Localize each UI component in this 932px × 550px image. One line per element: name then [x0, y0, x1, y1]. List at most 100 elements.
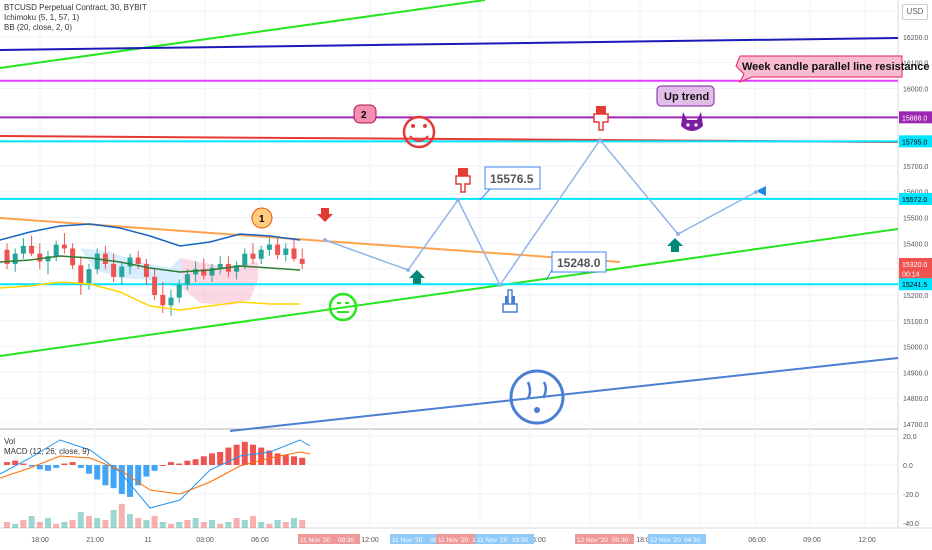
- time-highlight-label: 12 Nov '20: [650, 537, 681, 544]
- candle-body: [266, 244, 272, 250]
- macd-histogram-bar: [241, 441, 248, 465]
- volume-bar: [192, 518, 199, 528]
- candle-body: [111, 263, 117, 277]
- time-highlight-label: 11 Nov '20: [300, 537, 331, 544]
- candle-body: [184, 274, 190, 285]
- currency-button[interactable]: USD: [902, 4, 928, 20]
- volume-bar: [291, 518, 297, 528]
- volume-bar: [184, 520, 191, 528]
- candle-body: [201, 269, 207, 276]
- time-highlight-label: 11 Nov '20: [477, 537, 508, 544]
- time-tick-label: 03:00: [196, 537, 214, 544]
- price-tick-label: 16000.0: [903, 86, 928, 93]
- chart-legend: BTCUSD Perpetual Contract, 30, BYBIT Ich…: [4, 3, 147, 33]
- volume-bar: [241, 520, 248, 528]
- time-tick-label: 21:00: [86, 537, 104, 544]
- time-highlight-box: [298, 534, 342, 544]
- grid: [0, 0, 898, 528]
- candle-body: [152, 276, 158, 295]
- signal-line: [0, 451, 311, 495]
- blue-trendline: [0, 37, 899, 51]
- macd-panel: [0, 439, 311, 528]
- candle-body: [102, 253, 108, 264]
- volume-bar: [102, 520, 109, 528]
- volume-bar: [12, 524, 19, 528]
- time-tick-label: 12:00: [361, 537, 379, 544]
- price-15576-callout[interactable]: 15576.5: [484, 166, 541, 190]
- time-highlight-box: [682, 534, 706, 544]
- macd-histogram-bar: [45, 465, 51, 471]
- pointing-down-hand-icon: [455, 175, 471, 193]
- volume-bar: [94, 518, 101, 528]
- indicator-lines: [0, 223, 301, 311]
- marker-1-label: 1: [259, 214, 265, 225]
- candle-body: [291, 248, 297, 259]
- arrow-down-icon: [317, 208, 333, 222]
- candle-body: [78, 265, 84, 284]
- candle-body: [160, 294, 166, 306]
- bb-legend: BB (20, close, 2, 0): [4, 23, 73, 32]
- volume-bar: [151, 516, 158, 528]
- time-highlight-label: 19:30: [512, 537, 529, 544]
- marker-1[interactable]: 1: [251, 207, 273, 229]
- up-trend-bubble: [656, 85, 715, 107]
- price-label-text: 15795.0: [902, 139, 927, 146]
- volume-bar: [4, 522, 10, 528]
- macd-histogram-bar: [94, 465, 101, 480]
- volume-bar: [200, 522, 207, 528]
- macd-histogram-bar: [77, 465, 84, 468]
- time-highlight-box: [475, 534, 519, 544]
- up-trend-callout[interactable]: Up trend: [656, 85, 715, 107]
- candle-body: [45, 256, 51, 262]
- volume-bar: [299, 520, 306, 528]
- volume-bar: [217, 524, 224, 528]
- price-label-box: [899, 192, 932, 205]
- candle-body: [217, 263, 223, 268]
- ichimoku-legend: Ichimoku (5, 1, 57, 1): [4, 13, 80, 22]
- projection-path: [323, 138, 758, 287]
- candle-body: [168, 297, 174, 306]
- macd-histogram-bar: [274, 453, 281, 465]
- horizontal-levels: [0, 79, 898, 286]
- marker-2[interactable]: 2: [353, 104, 377, 124]
- price-tick-label: 14800.0: [903, 396, 928, 403]
- pointing-down-hand-icon-cuff: [596, 106, 606, 114]
- price-label-text: 15320.0: [902, 262, 927, 269]
- bb-upper: [0, 223, 301, 247]
- macd-tick-label: -20.0: [903, 492, 919, 499]
- macd-histogram-bar: [143, 465, 150, 477]
- price-15248-callout[interactable]: 15248.0: [551, 251, 607, 273]
- price-label-box: [899, 135, 932, 148]
- macd-histogram-bar: [217, 451, 224, 465]
- projection-node: [323, 238, 327, 242]
- candle-body: [299, 258, 305, 264]
- time-tick-label: 18:00: [636, 537, 654, 544]
- macd-histogram-bar: [159, 465, 166, 466]
- projection-node: [456, 198, 460, 202]
- macd-histogram-bar: [291, 456, 297, 465]
- time-tick-label: 09:00: [803, 537, 821, 544]
- annotation-icons: [317, 106, 766, 425]
- volume-bar: [168, 524, 174, 528]
- candle-body: [12, 253, 18, 264]
- week-candle-callout[interactable]: Week candle parallel line resistance: [735, 55, 930, 83]
- time-highlight-box: [436, 534, 480, 544]
- macd-legend: MACD (12, 26, close, 9): [4, 447, 90, 456]
- volume-bar: [127, 514, 133, 528]
- price-15576-box: [484, 166, 541, 190]
- price-axis: 16200.016100.016000.015900.015800.015700…: [899, 35, 932, 429]
- macd-axis: 20.0 0.0 -20.0 -40.0: [903, 434, 919, 528]
- macd-histogram-bar: [135, 465, 142, 486]
- confused-face-icon: [509, 369, 565, 425]
- marker-2-label: 2: [361, 110, 367, 121]
- candle-body: [258, 249, 264, 259]
- week-candle-bubble: [735, 55, 903, 83]
- up-trend-label: Up trend: [664, 91, 709, 103]
- macd-histogram-bar: [69, 462, 76, 465]
- volume-bar: [28, 516, 35, 528]
- time-highlight-box: [336, 534, 360, 544]
- candle-body: [234, 265, 240, 272]
- marker-1-circle: [251, 207, 273, 229]
